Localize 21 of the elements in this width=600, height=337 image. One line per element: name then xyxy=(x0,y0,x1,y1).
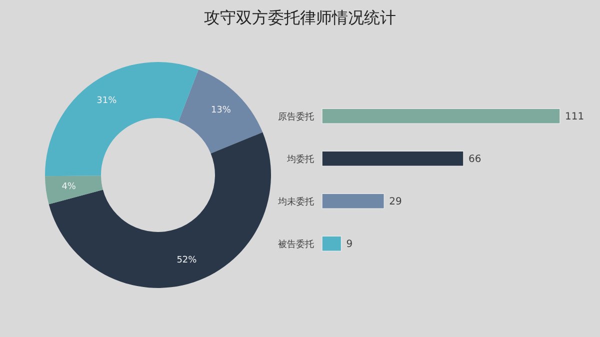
donut-slice xyxy=(45,176,103,204)
chart-title: 攻守双方委托律师情况统计 xyxy=(203,8,397,29)
data-label: 52% xyxy=(176,255,198,266)
bar xyxy=(322,108,560,124)
bar xyxy=(322,150,464,166)
data-label: 111 xyxy=(565,112,584,123)
y-tick-label: 原告委托 xyxy=(278,111,314,122)
data-label: 29 xyxy=(389,196,402,208)
y-tick-label: 被告委托 xyxy=(278,238,314,250)
data-label: 4% xyxy=(62,182,76,192)
y-tick-label: 均委托 xyxy=(286,154,314,165)
donut-slice xyxy=(178,70,263,154)
y-tick-label: 均未委托 xyxy=(277,196,314,208)
data-label: 66 xyxy=(468,154,482,166)
data-label: 31% xyxy=(96,96,118,106)
data-label: 9 xyxy=(346,239,353,250)
donut-slice xyxy=(48,132,271,288)
bar xyxy=(322,193,385,209)
data-label: 13% xyxy=(210,106,232,116)
donut-slice xyxy=(45,62,198,176)
bar xyxy=(322,236,342,252)
